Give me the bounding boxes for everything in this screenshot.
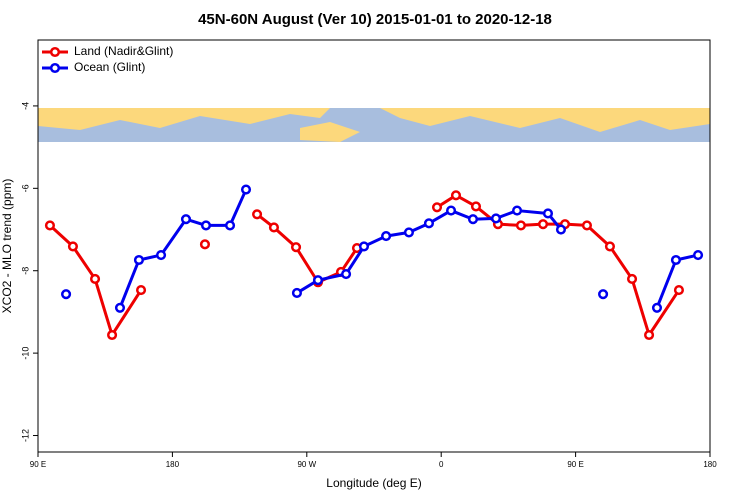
data-point: [673, 285, 684, 296]
data-point: [107, 329, 118, 341]
data-point: [626, 273, 638, 285]
data-point: [423, 218, 435, 229]
x-tick-label: 90 E: [567, 460, 583, 469]
x-tick-label: 0: [439, 460, 444, 469]
map-strip: [38, 108, 710, 142]
legend-marker: [49, 62, 61, 74]
data-point: [467, 214, 479, 225]
plot-frame: [37, 39, 711, 453]
data-point: [156, 250, 167, 261]
data-point: [446, 205, 457, 216]
legend-marker: [49, 46, 61, 58]
data-point: [512, 205, 523, 216]
data-point: [470, 201, 482, 212]
x-tick-label: 180: [703, 460, 717, 469]
data-point: [268, 222, 279, 233]
y-tick-label: -6: [20, 184, 30, 192]
data-point: [44, 220, 55, 231]
data-point: [312, 275, 324, 286]
x-tick-label: 90 W: [297, 460, 316, 469]
data-point: [581, 220, 592, 231]
y-tick-label: -8: [20, 267, 30, 275]
data-point: [135, 285, 147, 296]
x-tick-label: 180: [166, 460, 180, 469]
data-point: [291, 287, 302, 299]
data-point: [358, 241, 370, 252]
data-point: [341, 268, 352, 280]
data-point: [381, 231, 392, 242]
data-point: [431, 202, 443, 213]
data-point: [515, 220, 526, 231]
data-point: [555, 224, 567, 235]
legend-label: Ocean (Glint): [74, 60, 145, 74]
data-point: [61, 289, 72, 300]
data-point: [89, 273, 101, 285]
data-point: [180, 214, 192, 225]
data-point: [670, 254, 682, 266]
data-point: [644, 329, 655, 341]
y-tick-label: -10: [20, 347, 30, 360]
data-point: [67, 241, 78, 252]
data-point: [252, 209, 263, 220]
data-point: [240, 184, 252, 195]
y-tick-label: -12: [20, 429, 30, 442]
data-point: [114, 302, 126, 313]
x-axis-label: Longitude (deg E): [326, 476, 421, 490]
data-point: [604, 241, 615, 252]
data-point: [450, 190, 462, 201]
y-axis-label: XCO2 - MLO trend (ppm): [0, 179, 14, 314]
data-point: [224, 220, 236, 231]
data-point: [133, 254, 144, 266]
data-point: [403, 227, 414, 238]
data-point: [290, 242, 302, 253]
y-tick-label: -4: [20, 102, 30, 110]
data-point: [693, 250, 704, 261]
data-point: [542, 208, 554, 219]
data-point: [200, 220, 212, 231]
data-point: [598, 289, 609, 300]
data-point: [651, 302, 663, 313]
data-point: [490, 213, 502, 224]
series-line: [48, 193, 681, 337]
x-tick-label: 90 E: [30, 460, 46, 469]
data-point: [537, 219, 549, 230]
data-point: [199, 239, 211, 250]
chart-title: 45N-60N August (Ver 10) 2015-01-01 to 20…: [198, 11, 552, 28]
legend-label: Land (Nadir&Glint): [74, 44, 173, 58]
